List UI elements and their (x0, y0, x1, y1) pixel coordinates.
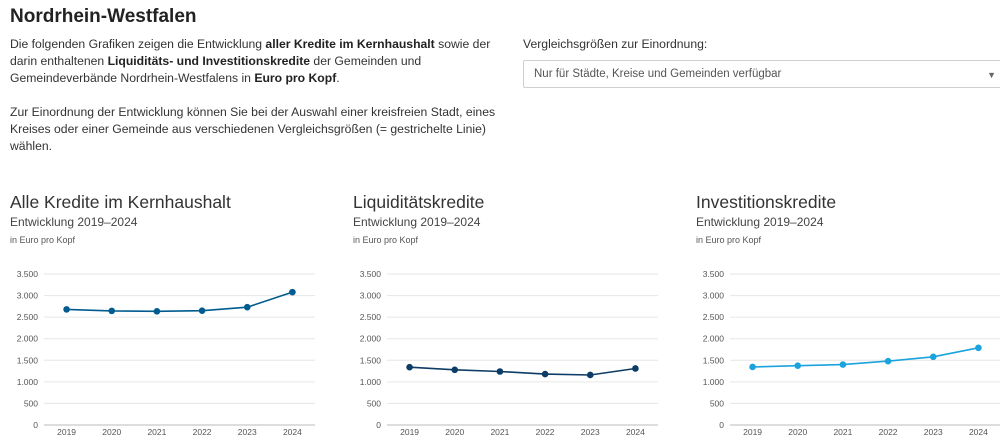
y-tick-label: 3.000 (360, 291, 382, 301)
data-point[interactable] (975, 344, 982, 352)
intro-text: Die folgenden Grafiken zeigen die Entwic… (10, 36, 510, 172)
y-tick-label: 0 (719, 420, 724, 430)
x-tick-label: 2023 (924, 427, 943, 437)
intro-paragraph-2: Zur Einordnung der Entwicklung können Si… (10, 105, 496, 153)
page-title: Nordrhein-Westfalen (10, 6, 197, 27)
x-tick-label: 2020 (445, 427, 464, 437)
series-line (752, 347, 979, 368)
x-tick-label: 2023 (581, 427, 600, 437)
y-tick-label: 500 (710, 398, 724, 408)
y-tick-label: 1.000 (360, 377, 382, 387)
x-tick-label: 2019 (743, 427, 762, 437)
data-point[interactable] (153, 308, 161, 315)
x-tick-label: 2021 (490, 427, 509, 437)
chart-plot: 0 500 1.000 1.500 2.000 2.500 3.000 3.500 2019 20… (17, 269, 315, 437)
data-point[interactable] (496, 368, 504, 375)
data-point[interactable] (289, 288, 296, 296)
y-tick-label: 3.500 (703, 269, 725, 279)
chart-unit: in Euro pro Kopf (696, 235, 762, 245)
x-tick-label: 2024 (283, 427, 302, 437)
chart-plot: 0 500 1.000 1.500 2.000 2.500 3.000 3.500 2019 20… (360, 269, 658, 437)
y-tick-label: 3.000 (703, 291, 725, 301)
x-tick-label: 2019 (57, 427, 76, 437)
comparison-select-value: Nur für Städte, Kreise und Gemeinden ver… (534, 68, 782, 80)
comparison-select[interactable]: Nur für Städte, Kreise und Gemeinden ver… (523, 60, 1000, 88)
data-point[interactable] (108, 307, 116, 315)
series-line (409, 366, 636, 376)
y-tick-label: 2.500 (360, 312, 382, 322)
data-point[interactable] (541, 370, 549, 378)
intro-bold-text: Liquiditäts- und Investitionskredite (107, 54, 311, 68)
chart-title: Alle Kredite im Kernhaushalt (10, 192, 231, 212)
chart-subtitle: Entwicklung 2019–2024 (353, 215, 481, 229)
chart-plot: 0 500 1.000 1.500 2.000 2.500 3.000 3.500 2019 20… (703, 269, 1000, 437)
y-tick-label: 1.000 (17, 377, 39, 387)
intro-bold-text: aller Kredite im Kernhaushalt (265, 37, 435, 51)
data-point[interactable] (406, 363, 413, 371)
comparison-section: Vergleichsgrößen zur Einordnung: Nur für… (523, 36, 1000, 88)
chart-investitionskredite: Investitionskredite Entwicklung 2019–202… (696, 192, 1000, 437)
intro-text-run: Die folgenden Grafiken zeigen die Entwic… (10, 37, 266, 51)
comparison-label: Vergleichsgrößen zur Einordnung: (523, 37, 708, 51)
x-tick-label: 2023 (238, 427, 257, 437)
y-tick-label: 2.000 (17, 334, 39, 344)
y-tick-label: 500 (367, 398, 381, 408)
x-tick-label: 2021 (147, 427, 166, 437)
chart-alle-kredite: Alle Kredite im Kernhaushalt Entwicklung… (10, 192, 330, 437)
x-tick-label: 2022 (536, 427, 555, 437)
chart-unit: in Euro pro Kopf (353, 235, 419, 245)
y-tick-label: 1.000 (703, 377, 725, 387)
x-tick-label: 2024 (969, 427, 988, 437)
chart-title: Investitionskredite (696, 192, 837, 212)
intro-text-run: . (336, 71, 340, 85)
y-tick-label: 2.500 (703, 312, 725, 322)
chart-subtitle: Entwicklung 2019–2024 (10, 215, 138, 229)
data-point[interactable] (63, 306, 70, 313)
y-tick-label: 3.500 (17, 269, 39, 279)
x-tick-label: 2021 (833, 427, 852, 437)
y-tick-label: 3.500 (360, 269, 382, 279)
y-tick-label: 3.000 (17, 291, 39, 301)
y-tick-label: 500 (24, 398, 38, 408)
intro-text-run: der Gemeinden und Gemeindeverbände Nordr… (10, 54, 422, 85)
chart-subtitle: Entwicklung 2019–2024 (696, 215, 824, 229)
data-point[interactable] (586, 371, 594, 379)
y-tick-label: 1.500 (360, 355, 382, 365)
data-point[interactable] (929, 353, 937, 361)
data-point[interactable] (243, 303, 251, 311)
data-point[interactable] (794, 362, 802, 369)
y-tick-label: 1.500 (17, 355, 39, 365)
y-tick-label: 0 (33, 420, 38, 430)
intro-text-run: sowie der darin enthaltenen (10, 37, 491, 68)
data-point[interactable] (749, 363, 756, 371)
chart-unit: in Euro pro Kopf (10, 235, 76, 245)
data-point[interactable] (839, 361, 847, 368)
y-tick-label: 2.000 (360, 334, 382, 344)
x-tick-label: 2022 (879, 427, 898, 437)
x-tick-label: 2020 (102, 427, 121, 437)
data-point[interactable] (198, 307, 206, 314)
chevron-down-icon[interactable]: ▼ (987, 70, 996, 80)
data-point[interactable] (884, 357, 892, 365)
data-point[interactable] (632, 365, 639, 372)
chart-liquiditaetskredite: Liquiditätskredite Entwicklung 2019–2024… (353, 192, 673, 437)
x-tick-label: 2020 (788, 427, 807, 437)
x-tick-label: 2019 (400, 427, 419, 437)
y-tick-label: 0 (376, 420, 381, 430)
y-tick-label: 2.000 (703, 334, 725, 344)
y-tick-label: 2.500 (17, 312, 39, 322)
x-tick-label: 2024 (626, 427, 645, 437)
x-tick-label: 2022 (193, 427, 212, 437)
data-point[interactable] (451, 366, 459, 374)
intro-bold-text: Euro pro Kopf (254, 71, 337, 85)
series-line (66, 291, 293, 313)
chart-title: Liquiditätskredite (353, 192, 485, 212)
y-tick-label: 1.500 (703, 355, 725, 365)
intro-paragraph-1: Die folgenden Grafiken zeigen die Entwic… (10, 36, 510, 87)
